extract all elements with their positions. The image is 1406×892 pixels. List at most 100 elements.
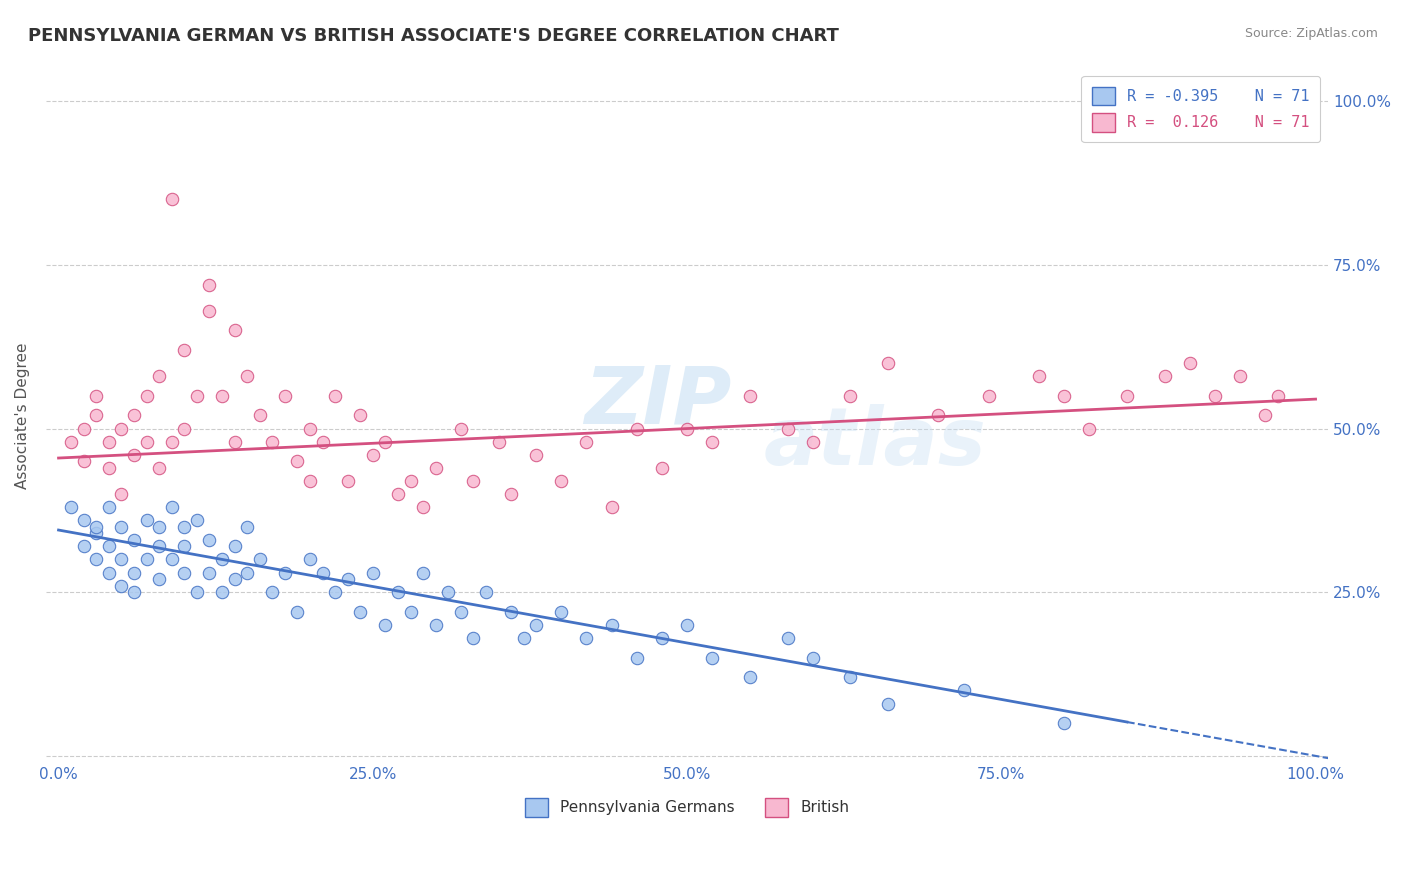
Point	[97, 566, 120, 580]
Point	[877, 697, 900, 711]
Text: Source: ZipAtlas.com: Source: ZipAtlas.com	[1244, 27, 1378, 40]
Point	[224, 434, 246, 449]
Point	[135, 552, 157, 566]
Point	[186, 513, 208, 527]
Point	[512, 631, 534, 645]
Point	[60, 500, 83, 515]
Point	[738, 389, 761, 403]
Point	[135, 434, 157, 449]
Point	[160, 434, 183, 449]
Point	[84, 552, 107, 566]
Point	[97, 500, 120, 515]
Point	[575, 631, 598, 645]
Point	[1229, 369, 1251, 384]
Point	[110, 552, 132, 566]
Point	[160, 193, 183, 207]
Point	[1028, 369, 1050, 384]
Point	[323, 585, 346, 599]
Point	[122, 533, 145, 547]
Point	[122, 448, 145, 462]
Point	[148, 369, 170, 384]
Point	[499, 605, 522, 619]
Point	[374, 434, 396, 449]
Point	[839, 670, 862, 684]
Point	[927, 409, 949, 423]
Point	[135, 513, 157, 527]
Point	[374, 618, 396, 632]
Point	[311, 566, 333, 580]
Point	[952, 683, 974, 698]
Point	[550, 474, 572, 488]
Point	[336, 474, 359, 488]
Point	[110, 487, 132, 501]
Point	[224, 572, 246, 586]
Point	[97, 540, 120, 554]
Point	[262, 434, 284, 449]
Point	[1153, 369, 1175, 384]
Point	[73, 454, 96, 468]
Point	[361, 566, 384, 580]
Point	[298, 421, 321, 435]
Point	[977, 389, 1000, 403]
Point	[524, 618, 547, 632]
Point	[236, 520, 259, 534]
Text: ZIP: ZIP	[585, 363, 733, 441]
Point	[84, 409, 107, 423]
Point	[186, 585, 208, 599]
Point	[776, 631, 799, 645]
Point	[173, 421, 195, 435]
Point	[626, 650, 648, 665]
Point	[122, 566, 145, 580]
Point	[651, 460, 673, 475]
Point	[550, 605, 572, 619]
Legend: Pennsylvania Germans, British: Pennsylvania Germans, British	[517, 790, 856, 824]
Point	[475, 585, 498, 599]
Point	[361, 448, 384, 462]
Point	[73, 421, 96, 435]
Point	[198, 303, 221, 318]
Point	[97, 434, 120, 449]
Point	[412, 566, 434, 580]
Point	[1116, 389, 1139, 403]
Point	[676, 421, 699, 435]
Point	[776, 421, 799, 435]
Point	[173, 566, 195, 580]
Point	[73, 513, 96, 527]
Point	[387, 585, 409, 599]
Point	[110, 520, 132, 534]
Point	[122, 585, 145, 599]
Point	[160, 500, 183, 515]
Point	[236, 369, 259, 384]
Point	[249, 552, 271, 566]
Point	[84, 520, 107, 534]
Y-axis label: Associate's Degree: Associate's Degree	[15, 343, 30, 489]
Point	[387, 487, 409, 501]
Point	[738, 670, 761, 684]
Point	[262, 585, 284, 599]
Point	[148, 540, 170, 554]
Point	[437, 585, 460, 599]
Point	[198, 533, 221, 547]
Point	[323, 389, 346, 403]
Point	[399, 605, 422, 619]
Point	[425, 460, 447, 475]
Point	[1204, 389, 1226, 403]
Point	[349, 409, 371, 423]
Point	[274, 389, 297, 403]
Point	[173, 540, 195, 554]
Point	[287, 454, 309, 468]
Point	[84, 389, 107, 403]
Point	[801, 434, 824, 449]
Point	[211, 389, 233, 403]
Point	[224, 540, 246, 554]
Point	[463, 474, 485, 488]
Point	[298, 474, 321, 488]
Point	[73, 540, 96, 554]
Point	[148, 520, 170, 534]
Point	[1053, 389, 1076, 403]
Point	[186, 389, 208, 403]
Point	[412, 500, 434, 515]
Point	[488, 434, 510, 449]
Point	[298, 552, 321, 566]
Point	[1078, 421, 1101, 435]
